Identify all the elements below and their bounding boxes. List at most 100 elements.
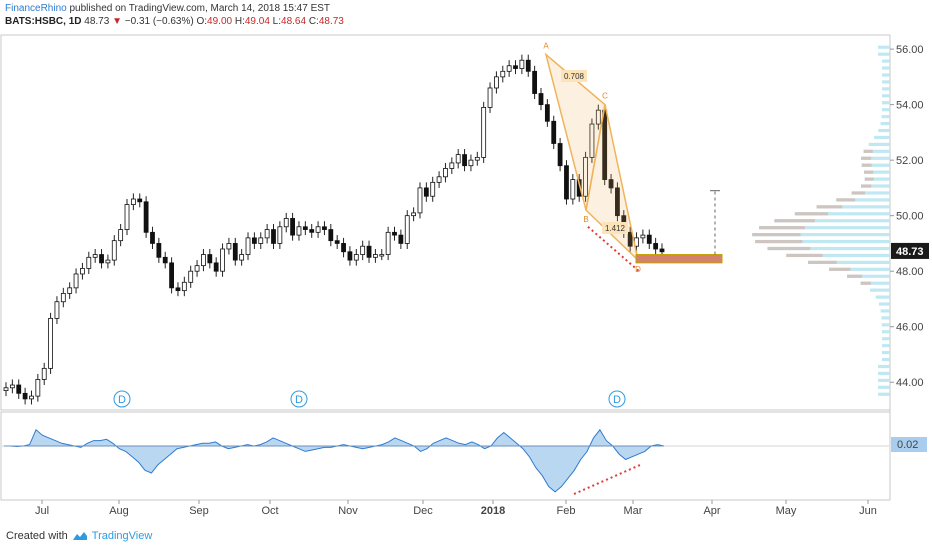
candle-body [118,229,124,242]
candle-body [372,254,378,258]
candle-body [487,87,493,108]
candle-body [328,229,334,242]
volume-profile-bar [881,323,890,327]
volume-profile-bar [881,316,890,320]
volume-profile-bar [882,59,890,63]
candle-body [201,254,206,267]
time-tick-label: Feb [557,505,576,517]
candle-body [341,243,346,253]
candle-body [124,204,130,230]
candle-body [595,109,601,125]
candle-body [576,179,582,197]
candle-body [411,212,417,217]
candle-body [92,254,98,258]
ticker-symbol[interactable]: BATS:HSBC, 1D [5,16,82,27]
volume-profile-bar-sell [863,149,873,153]
candle-body [455,154,461,164]
volume-profile-bar [874,135,890,140]
volume-profile-bar [759,226,890,230]
price-tick-label: 54.00 [896,100,924,112]
volume-profile-bar [861,156,890,160]
volume-profile-bar [829,267,890,271]
volume-profile-bar [880,309,890,313]
candle-body [519,59,525,69]
candle-body [360,245,366,255]
candle-body [130,198,136,205]
volume-profile-bar [881,94,890,98]
candle-body [309,229,315,233]
close-value: 48.73 [318,16,344,27]
candle-body [417,187,423,214]
candle-body [570,179,576,200]
pattern-point-b: B [583,215,588,224]
candle-body [564,165,569,200]
high-label: H: [234,16,245,27]
candle-body [653,243,659,250]
volume-profile-bar [882,73,890,77]
candle-body [239,254,245,261]
volume-profile-bar-sell [816,205,843,209]
candle-body [615,187,620,217]
ratio-badge [561,70,587,82]
candle-body [474,156,480,161]
volume-profile-bar [851,191,890,195]
volume-profile-bar [794,212,890,216]
candle-body [627,231,633,247]
tradingview-brand[interactable]: TradingView [91,530,153,542]
target-zone [635,254,723,264]
time-tick-label: 2018 [481,505,505,517]
candle-body [111,240,117,261]
volume-profile-bar-sell [752,233,801,237]
oscillator-value-badge [891,437,927,452]
candle-body [468,159,474,167]
oscillator-value-label: 0.02 [897,439,918,451]
candle-body [398,234,404,244]
last-price-label: 48.73 [896,246,924,258]
volume-profile-bar [881,357,890,362]
time-tick-label: Dec [413,505,433,517]
candle-body [430,181,436,197]
down-arrow-icon: ▼ [112,16,122,27]
open-value: 49.00 [207,16,233,27]
candle-body [640,234,646,239]
price-pane-frame [0,34,891,411]
dividend-marker-label: D [295,394,303,406]
volume-profile-bar [881,330,890,334]
low-value: 48.64 [281,16,307,27]
publisher-link[interactable]: FinanceRhino [5,3,67,14]
candle-body [366,245,372,258]
price-tick-label: 44.00 [896,377,924,389]
candle-body [137,198,143,203]
candle-body [35,379,41,397]
volume-profile-bar [878,128,890,133]
time-tick-label: Oct [261,505,278,517]
volume-profile-bar-sell [860,281,871,285]
dividend-marker [290,390,308,408]
volume-profile-bar [882,66,890,70]
high-value: 49.04 [244,16,270,27]
candle-body [608,179,614,189]
candle-body [9,384,15,389]
volume-profile [752,45,890,396]
candle-body [449,162,455,169]
volume-profile-bar-sell [755,239,803,244]
volume-profile-bar-sell [767,246,811,251]
footer: Created with TradingView [6,530,152,542]
candle-body [232,243,238,261]
volume-profile-bar [878,302,890,306]
volume-profile-bar [881,87,890,91]
candle-body [271,229,276,244]
volume-profile-bar-sell [786,253,823,258]
candle-body [296,226,302,236]
candle-body [544,104,550,122]
pattern-triangle-bcd [585,104,640,263]
dividend-marker [608,390,626,408]
candle-body [213,262,219,272]
volume-profile-bar [881,108,890,112]
close-label: C: [308,16,319,27]
candle-body [283,218,289,228]
candle-body [557,143,563,167]
oscillator-area [4,428,665,493]
